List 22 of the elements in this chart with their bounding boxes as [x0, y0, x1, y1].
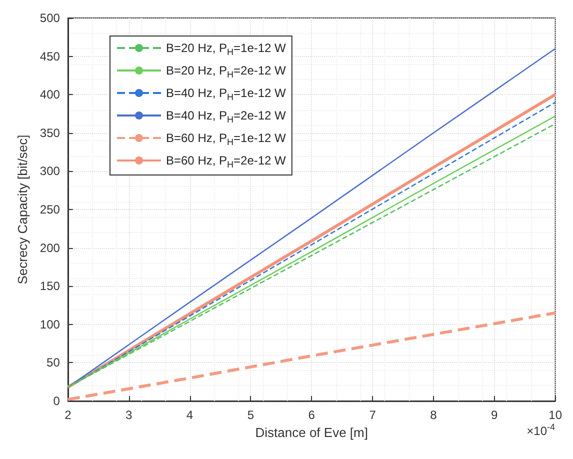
- y-tick-label: 500: [40, 11, 60, 25]
- y-tick-label: 200: [40, 240, 60, 255]
- x-tick-label: 7: [369, 408, 376, 422]
- y-tick-label: 50: [46, 356, 60, 370]
- y-tick-label: 100: [40, 317, 60, 332]
- y-tick-label: 150: [40, 279, 60, 294]
- x-tick-label: 6: [308, 408, 316, 422]
- y-axis-title: Secrecy Capacity [bit/sec]: [15, 134, 30, 284]
- x-tick-label: 2: [64, 408, 72, 422]
- y-tick-label: 250: [40, 202, 60, 216]
- x-tick-label: 8: [430, 408, 438, 422]
- y-tick-label: 0: [53, 394, 60, 408]
- y-tick-label: 450: [40, 49, 60, 64]
- y-tick-label: 300: [40, 164, 60, 178]
- x-tick-label: 4: [186, 408, 194, 422]
- x-axis-title: Distance of Eve [m]: [255, 424, 368, 440]
- x-tick-label: 3: [126, 408, 133, 422]
- y-tick-label: 350: [40, 126, 60, 140]
- y-tick-label: 400: [40, 88, 60, 102]
- x-tick-label: 9: [491, 408, 498, 422]
- x-tick-label: 5: [247, 408, 254, 422]
- x-tick-label: 10: [548, 408, 562, 422]
